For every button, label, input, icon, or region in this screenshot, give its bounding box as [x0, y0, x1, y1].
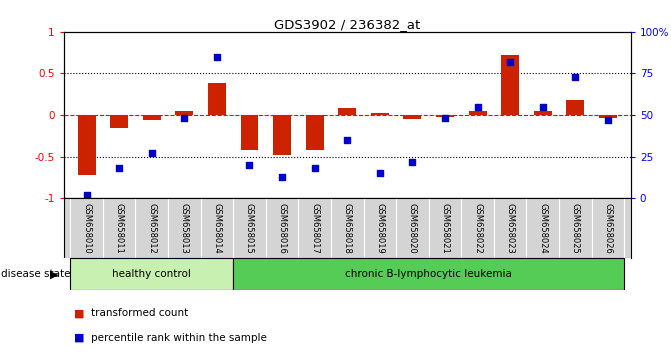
Text: percentile rank within the sample: percentile rank within the sample [91, 333, 266, 343]
Point [309, 165, 320, 171]
Point [179, 115, 190, 121]
Text: GSM658024: GSM658024 [538, 203, 548, 254]
Point [374, 171, 385, 176]
Text: GSM658013: GSM658013 [180, 203, 189, 254]
Point [570, 74, 580, 80]
Bar [273, 115, 291, 155]
Text: GSM658012: GSM658012 [147, 203, 156, 254]
Bar [175, 111, 193, 115]
Text: GSM658018: GSM658018 [343, 203, 352, 254]
Bar [436, 115, 454, 117]
Text: ▶: ▶ [50, 269, 58, 279]
Bar [234, 258, 624, 290]
Bar [501, 55, 519, 115]
Bar [338, 108, 356, 115]
Text: GSM658021: GSM658021 [440, 203, 450, 254]
Text: GSM658022: GSM658022 [473, 203, 482, 254]
Text: disease state: disease state [1, 269, 70, 279]
Bar [70, 258, 234, 290]
Bar [468, 111, 486, 115]
Point [472, 104, 483, 110]
Bar [240, 115, 258, 150]
Text: GSM658014: GSM658014 [213, 203, 221, 254]
Bar [110, 115, 128, 127]
Text: GSM658019: GSM658019 [375, 203, 384, 254]
Text: chronic B-lymphocytic leukemia: chronic B-lymphocytic leukemia [346, 269, 512, 279]
Point [114, 165, 125, 171]
Text: GSM658011: GSM658011 [115, 203, 123, 254]
Text: transformed count: transformed count [91, 308, 188, 318]
Bar [306, 115, 323, 150]
Text: GSM658026: GSM658026 [603, 203, 613, 254]
Point [276, 174, 287, 179]
Text: GSM658025: GSM658025 [571, 203, 580, 254]
Bar [371, 113, 389, 115]
Bar [534, 111, 552, 115]
Point [505, 59, 515, 65]
Text: GSM658010: GSM658010 [82, 203, 91, 254]
Point [440, 115, 450, 121]
Text: GSM658017: GSM658017 [310, 203, 319, 254]
Bar [208, 84, 226, 115]
Bar [599, 115, 617, 118]
Text: GSM658023: GSM658023 [506, 203, 515, 254]
Text: ■: ■ [74, 333, 85, 343]
Text: healthy control: healthy control [112, 269, 191, 279]
Point [81, 192, 92, 198]
Bar [143, 115, 160, 120]
Point [603, 117, 613, 123]
Point [342, 137, 353, 143]
Bar [403, 115, 421, 119]
Text: ■: ■ [74, 308, 85, 318]
Title: GDS3902 / 236382_at: GDS3902 / 236382_at [274, 18, 420, 31]
Point [211, 54, 222, 59]
Bar [78, 115, 95, 175]
Point [407, 159, 418, 165]
Point [244, 162, 255, 168]
Text: GSM658020: GSM658020 [408, 203, 417, 254]
Bar [566, 100, 584, 115]
Point [146, 150, 157, 156]
Text: GSM658016: GSM658016 [278, 203, 287, 254]
Point [537, 104, 548, 110]
Text: GSM658015: GSM658015 [245, 203, 254, 254]
